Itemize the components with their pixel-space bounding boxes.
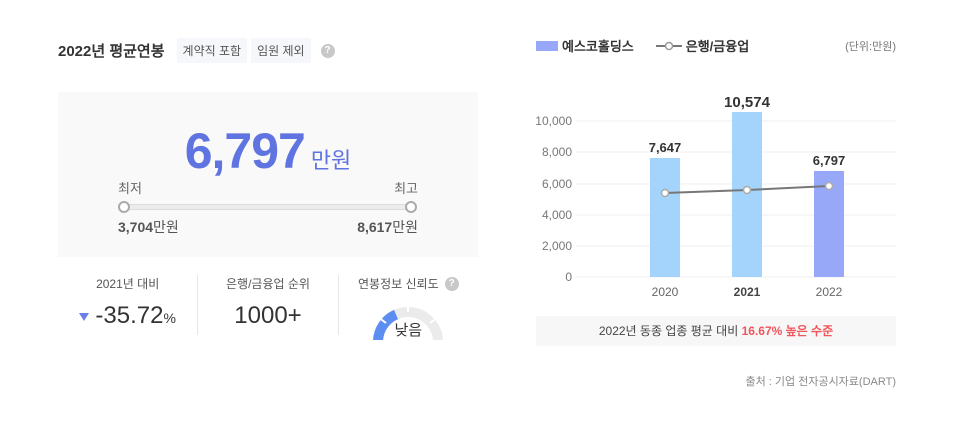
comparison-highlight: 16.67% 높은 수준 [741,324,834,338]
stat-yoy: 2021년 대비 -35.72% [58,275,197,335]
x-axis-labels: 2020 2021 2022 [652,285,843,299]
svg-text:10,574: 10,574 [724,94,771,111]
reliability-value: 낮음 [394,322,423,339]
legend-industry: 은행/금융업 [685,39,750,54]
svg-text:0: 0 [565,270,572,284]
bar-data-labels: 7,647 10,574 6,797 [649,94,846,168]
comparison-note: 2022년 동종 업종 평균 대비 16.67% 높은 수준 [536,316,896,346]
max-label: 최고 [394,181,418,196]
stat-rank-value: 1000+ [234,302,302,329]
bar-2020 [650,158,680,277]
svg-text:8,000: 8,000 [542,145,572,159]
svg-text:7,647: 7,647 [649,140,682,155]
max-value: 8,617만원 [357,219,418,235]
stat-reliability: 연봉정보 신뢰도? 낮음 [337,275,478,340]
min-value: 3,704만원 [118,219,179,235]
average-salary-card: 6,797 만원 최저 최고 3,704만원 8,617만원 [58,92,478,257]
title-row: 2022년 평균연봉 계약직 포함 임원 제외 ? [58,38,335,63]
average-salary-value: 6,797 [184,123,306,179]
chart-legend: 예스코홀딩스 은행/금융업 [536,36,749,55]
stat-rank: 은행/금융업 순위 1000+ [197,275,337,335]
question-circle-icon[interactable]: ? [444,276,459,291]
range-min-knob [118,201,130,213]
stat-reliability-label: 연봉정보 신뢰도? [339,275,478,292]
bars [650,112,844,277]
stat-yoy-label: 2021년 대비 [96,277,160,291]
salary-chart: 0 2,000 4,000 6,000 8,000 10,000 7,647 1… [536,94,896,299]
svg-text:6,000: 6,000 [542,177,572,191]
page-title: 2022년 평균연봉 [58,43,165,60]
svg-text:6,797: 6,797 [813,153,846,168]
svg-text:2022: 2022 [816,285,843,299]
average-salary: 6,797 만원 [58,122,478,180]
legend-bar-swatch [536,40,558,51]
stat-rank-label: 은행/금융업 순위 [226,277,310,291]
tag-exec: 임원 제외 [251,38,311,63]
svg-text:2021: 2021 [734,285,761,299]
min-label: 최저 [118,181,142,196]
industry-line [660,181,834,198]
svg-text:10,000: 10,000 [536,114,572,128]
svg-text:2020: 2020 [652,285,679,299]
range-track [124,204,412,210]
source-note: 출처 : 기업 전자공시자료(DART) [745,376,897,388]
svg-text:2,000: 2,000 [542,239,572,253]
unit-note: (단위:만원) [845,41,896,53]
bar-2021 [732,112,762,277]
stat-yoy-value: -35.72% [58,302,197,330]
svg-text:4,000: 4,000 [542,208,572,222]
average-salary-unit: 만원 [310,148,352,173]
y-axis-ticks: 0 2,000 4,000 6,000 8,000 10,000 [536,114,572,284]
legend-line-marker-icon [655,41,682,50]
range-max-knob [405,201,417,213]
reliability-gauge: 낮음 [368,300,448,340]
stats-row: 2021년 대비 -35.72% 은행/금융업 순위 1000+ 연봉정보 신뢰… [58,275,478,340]
triangle-down-icon [79,312,90,321]
tag-contract: 계약직 포함 [176,38,248,63]
legend-company: 예스코홀딩스 [562,39,634,54]
question-circle-icon[interactable]: ? [320,43,335,58]
